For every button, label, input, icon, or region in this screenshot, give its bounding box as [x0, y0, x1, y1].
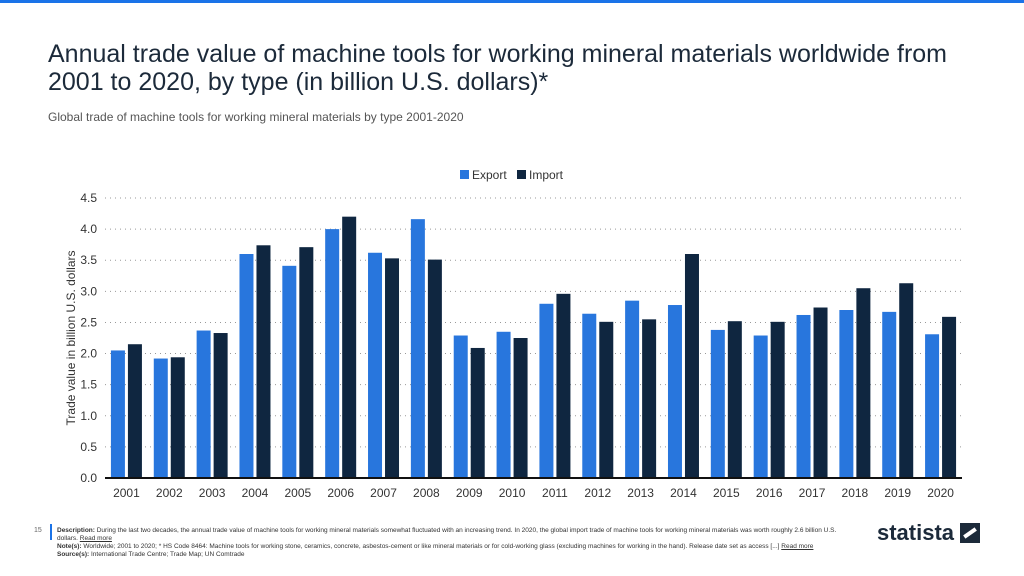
bar-export-2015 — [710, 329, 725, 478]
description-text: During the last two decades, the annual … — [57, 527, 837, 542]
notes-text: Worldwide; 2001 to 2020; * HS Code 8464:… — [83, 543, 780, 550]
legend-label-import: Import — [529, 168, 564, 182]
logo-mark-icon — [960, 523, 981, 543]
y-tick-label: 1.5 — [80, 378, 97, 392]
bar-export-2019 — [882, 311, 897, 478]
y-tick-label: 2.5 — [80, 315, 97, 329]
x-tick-label: 2019 — [884, 486, 911, 500]
bar-import-2020 — [942, 316, 957, 478]
bar-export-2002 — [153, 358, 168, 478]
page-number: 15 — [34, 527, 42, 534]
x-tick-label: 2001 — [113, 486, 140, 500]
y-tick-label: 0.0 — [80, 471, 97, 485]
bar-export-2004 — [239, 254, 254, 478]
bar-import-2010 — [513, 338, 528, 478]
bar-export-2013 — [625, 300, 640, 478]
legend-swatch-import — [517, 170, 526, 179]
x-tick-label: 2007 — [370, 486, 397, 500]
bar-import-2006 — [342, 216, 357, 478]
bar-export-2016 — [753, 335, 768, 478]
bar-export-2003 — [196, 330, 211, 478]
bar-export-2011 — [539, 303, 554, 478]
y-tick-label: 3.0 — [80, 284, 97, 298]
bar-import-2003 — [213, 333, 228, 478]
y-tick-label: 1.0 — [80, 409, 97, 423]
x-tick-label: 2003 — [199, 486, 226, 500]
bar-export-2020 — [925, 334, 940, 478]
statista-logo: statista — [877, 520, 981, 546]
x-tick-label: 2011 — [542, 486, 568, 500]
top-accent-bar — [0, 0, 1024, 3]
footer-accent — [50, 524, 52, 540]
y-tick-label: 2.0 — [80, 347, 97, 361]
legend-label-export: Export — [472, 168, 507, 182]
legend-swatch-export — [460, 170, 469, 179]
x-tick-label: 2012 — [584, 486, 611, 500]
read-more-link-notes[interactable]: Read more — [781, 543, 814, 550]
x-tick-label: 2010 — [499, 486, 526, 500]
bar-import-2017 — [813, 307, 828, 478]
bar-import-2012 — [599, 321, 614, 478]
x-tick-label: 2018 — [842, 486, 869, 500]
x-tick-label: 2002 — [156, 486, 183, 500]
x-tick-label: 2015 — [713, 486, 740, 500]
bar-export-2006 — [325, 229, 340, 478]
bar-export-2017 — [796, 314, 811, 478]
x-tick-label: 2009 — [456, 486, 483, 500]
x-tick-label: 2006 — [327, 486, 354, 500]
x-tick-label: 2008 — [413, 486, 440, 500]
bar-import-2011 — [556, 293, 571, 478]
description-label: Description: — [57, 527, 95, 534]
footer-notes: Description: During the last two decades… — [57, 527, 847, 559]
bar-export-2005 — [282, 265, 297, 478]
bar-export-2008 — [410, 219, 425, 478]
bar-import-2001 — [127, 344, 142, 478]
y-axis-label: Trade value in billion U.S. dollars — [64, 251, 78, 426]
sources-label: Source(s): — [57, 551, 90, 558]
y-tick-label: 3.5 — [80, 253, 97, 267]
logo-text: statista — [877, 520, 955, 545]
bar-import-2008 — [427, 259, 442, 478]
x-tick-label: 2004 — [242, 486, 269, 500]
x-tick-label: 2005 — [284, 486, 311, 500]
bar-export-2009 — [453, 335, 468, 478]
bar-import-2016 — [770, 321, 785, 478]
bar-import-2004 — [256, 245, 271, 478]
y-tick-label: 4.5 — [80, 191, 97, 205]
y-tick-label: 0.5 — [80, 440, 97, 454]
bar-export-2018 — [839, 310, 854, 478]
read-more-link[interactable]: Read more — [79, 535, 112, 542]
bar-import-2013 — [642, 319, 657, 478]
x-tick-label: 2014 — [670, 486, 697, 500]
bar-chart: 0.0 0.5 1.0 1.5 2.0 2.5 3.0 3.5 4.0 4.5 Trade valu… — [64, 168, 962, 500]
sources-text: International Trade Centre; Trade Map; U… — [90, 551, 245, 558]
bar-export-2007 — [368, 252, 383, 478]
chart-title: Annual trade value of machine tools for … — [48, 40, 948, 96]
x-tick-label: 2017 — [799, 486, 826, 500]
bar-import-2002 — [170, 357, 185, 478]
bar-import-2019 — [899, 283, 914, 478]
notes-label: Note(s): — [57, 543, 82, 550]
bar-export-2012 — [582, 313, 597, 478]
bar-export-2014 — [667, 305, 682, 478]
bar-import-2009 — [470, 347, 485, 478]
chart-subtitle: Global trade of machine tools for workin… — [48, 110, 464, 124]
bar-import-2007 — [385, 258, 400, 478]
bar-import-2014 — [684, 254, 699, 478]
bar-export-2010 — [496, 331, 511, 478]
x-tick-label: 2013 — [627, 486, 654, 500]
bar-import-2015 — [727, 321, 742, 478]
bar-import-2005 — [299, 247, 314, 478]
y-tick-label: 4.0 — [80, 222, 97, 236]
bar-import-2018 — [856, 288, 871, 478]
x-tick-label: 2020 — [927, 486, 954, 500]
bar-export-2001 — [110, 350, 125, 478]
x-tick-label: 2016 — [756, 486, 783, 500]
